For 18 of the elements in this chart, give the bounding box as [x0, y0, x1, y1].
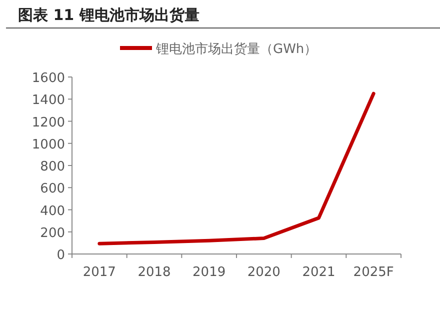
y-tick-label: 200	[40, 226, 65, 241]
x-tick-label: 2020	[247, 265, 280, 280]
y-tick-label: 1200	[32, 115, 65, 130]
y-tick-label: 400	[40, 204, 65, 219]
x-tick-label: 2017	[82, 265, 116, 280]
legend-label: 锂电池市场出货量（GWh）	[155, 42, 318, 57]
x-tick-label: 2025F	[353, 265, 394, 280]
x-tick-label: 2019	[192, 265, 226, 280]
chart-title: 图表 11 锂电池市场出货量	[18, 6, 200, 24]
x-tick-label: 2021	[302, 265, 336, 280]
line-series	[98, 92, 376, 246]
y-tick-label: 800	[40, 160, 65, 174]
y-tick-label: 0	[56, 248, 65, 263]
x-tick-label: 2018	[138, 265, 171, 280]
y-tick-label: 600	[40, 182, 65, 197]
y-tick-label: 1000	[32, 137, 65, 152]
y-tick-label: 1400	[32, 93, 65, 108]
y-tick-label: 1600	[32, 71, 65, 86]
